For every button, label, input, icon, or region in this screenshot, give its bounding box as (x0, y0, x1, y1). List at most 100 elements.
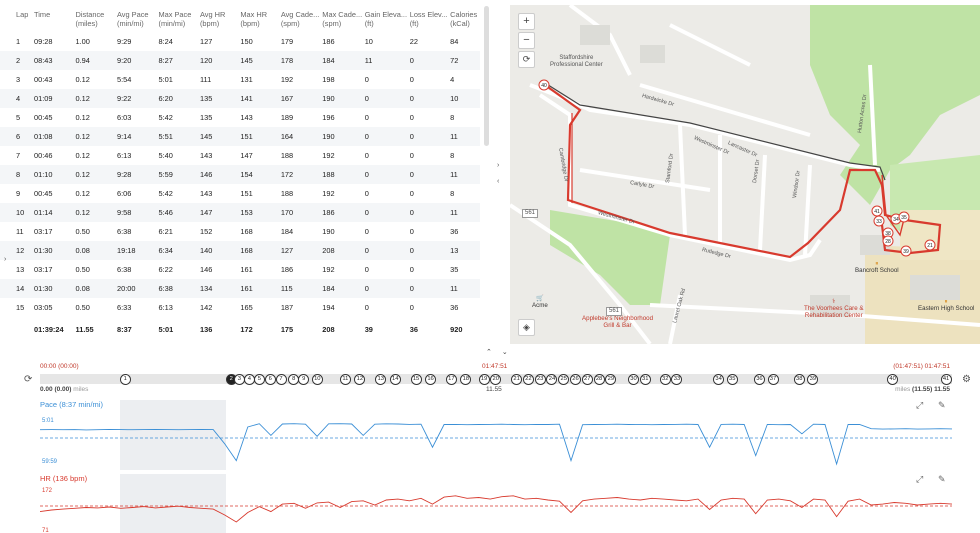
hr-chart[interactable] (40, 474, 952, 533)
expand-icon[interactable]: ⤢ (916, 474, 924, 484)
timeline-lap-marker[interactable]: 18 (460, 374, 472, 385)
lap-cell: 84 (450, 37, 459, 46)
timeline-lap-marker[interactable]: 30 (627, 374, 639, 385)
map-lap-marker[interactable]: 28 (882, 235, 894, 247)
timeline-lap-marker[interactable]: 17 (445, 374, 457, 385)
lap-cell: 6:33 (117, 303, 132, 312)
timeline-lap-marker[interactable]: 38 (793, 374, 805, 385)
map-lap-marker[interactable]: 33 (873, 215, 885, 227)
laps-col-header[interactable]: Max Pace (min/mi) (158, 10, 192, 28)
chevron-down-icon[interactable]: ⌄ (501, 349, 518, 356)
pace-chart[interactable] (40, 400, 952, 470)
timeline-lap-marker[interactable]: 36 (753, 374, 765, 385)
timeline-lap-marker[interactable]: 23 (534, 374, 546, 385)
lap-cell: 9 (16, 189, 21, 198)
selection-range[interactable] (120, 400, 226, 470)
edit-icon[interactable]: ✎ (938, 400, 946, 410)
timeline-lap-marker[interactable]: 12 (354, 374, 366, 385)
lap-row[interactable]: 9 00:45 0.12 6:06 5:42 143 151 188 192 0 0 8 (0, 184, 480, 203)
zoom-out-button[interactable]: − (518, 32, 535, 49)
laps-col-header[interactable]: Calories (kCal) (450, 10, 478, 28)
laps-col-header[interactable]: Lap (16, 10, 29, 19)
lap-row[interactable]: 4 01:09 0.12 9:22 6:20 135 141 167 190 0 0 10 (0, 89, 480, 108)
laps-col-header[interactable]: Avg HR (bpm) (199, 10, 226, 28)
reset-view-button[interactable]: ⟳ (518, 51, 535, 68)
timeline-lap-marker[interactable]: 7 (275, 374, 287, 385)
timeline-lap-marker[interactable]: 13 (375, 374, 387, 385)
laps-col-header[interactable]: Loss Elev... (ft) (409, 10, 448, 28)
layers-button[interactable]: ◈ (518, 319, 535, 336)
timeline-lap-marker[interactable]: 19 (478, 374, 490, 385)
timeline-lap-marker[interactable]: 39 (807, 374, 819, 385)
lap-cell: 9:58 (117, 203, 159, 222)
timeline-lap-marker[interactable]: 11 (339, 374, 351, 385)
lap-row[interactable]: 13 03:17 0.50 6:38 6:22 146 161 186 192 0 0 35 (0, 260, 480, 279)
lap-row[interactable]: 14 01:30 0.08 20:00 6:38 134 161 115 184 0 0 11 (0, 279, 480, 298)
expand-right-arrow-icon[interactable]: › (497, 162, 500, 169)
laps-col-header[interactable]: Max HR (bpm) (240, 10, 268, 28)
chevron-up-icon[interactable]: ⌃ (486, 349, 502, 356)
timeline-lap-marker[interactable]: 41 (940, 374, 952, 385)
lap-row[interactable]: 2 08:43 0.94 9:20 8:27 120 145 178 184 11 0 72 (0, 51, 480, 70)
timeline-lap-marker[interactable]: 32 (659, 374, 671, 385)
lap-row[interactable]: 15 03:05 0.50 6:33 6:13 142 165 187 194 0 0 36 (0, 298, 480, 317)
timeline-lap-marker[interactable]: 10 (311, 374, 323, 385)
map-lap-marker[interactable]: 41 (871, 205, 883, 217)
route-map[interactable]: 40 41 34 35 21 39 38 28 33 + − ⟳ ◈ Staffordshire… (510, 5, 980, 344)
zoom-in-button[interactable]: + (518, 13, 535, 30)
lap-row[interactable]: 12 01:30 0.08 19:18 6:34 140 168 127 208 0 0 13 (0, 241, 480, 260)
lap-row[interactable]: 3 00:43 0.12 5:54 5:01 111 131 192 198 0 0 4 (0, 70, 480, 89)
timeline-lap-marker[interactable]: 31 (639, 374, 651, 385)
laps-col-header[interactable]: Avg Cade... (spm) (280, 10, 320, 28)
laps-col-header[interactable]: Max Cade... (spm) (322, 10, 363, 28)
lap-row[interactable]: 5 00:45 0.12 6:03 5:42 135 143 189 196 0 0 8 (0, 108, 480, 127)
timeline-lap-marker[interactable]: 22 (522, 374, 534, 385)
timeline-lap-marker[interactable]: 33 (671, 374, 683, 385)
lap-row[interactable]: 6 01:08 0.12 9:14 5:51 145 151 164 190 0 0 11 (0, 127, 480, 146)
edit-icon[interactable]: ✎ (938, 474, 946, 484)
laps-col-header[interactable]: Avg Pace (min/mi) (117, 10, 149, 28)
lap-row[interactable]: 7 00:46 0.12 6:13 5:40 143 147 188 192 0 0 8 (0, 146, 480, 165)
collapse-toggle[interactable]: ⌃⌄ (486, 348, 518, 356)
timeline-lap-marker[interactable]: 25 (558, 374, 570, 385)
timeline-lap-marker[interactable]: 29 (605, 374, 617, 385)
lap-row[interactable]: 10 01:14 0.12 9:58 5:46 147 153 170 186 0 0 11 (0, 203, 480, 222)
timeline-lap-marker[interactable]: 24 (546, 374, 558, 385)
collapse-left-arrow-icon[interactable]: ‹ (497, 178, 500, 185)
timeline-lap-marker[interactable]: 16 (425, 374, 437, 385)
lap-row[interactable]: 8 01:10 0.12 9:28 5:59 146 154 172 188 0 0 11 (0, 165, 480, 184)
timeline-lap-marker[interactable]: 34 (713, 374, 725, 385)
timeline-lap-marker[interactable]: 15 (410, 374, 422, 385)
svg-text:41: 41 (874, 209, 880, 215)
timeline-lap-marker[interactable]: 20 (490, 374, 502, 385)
timeline-lap-marker[interactable]: 26 (570, 374, 581, 385)
laps-col-header[interactable]: Gain Eleva... (ft) (364, 10, 407, 28)
lap-cell: 0 (409, 265, 414, 274)
laps-col-header[interactable]: Time (34, 10, 51, 19)
expand-table-arrow-icon[interactable]: › (4, 256, 7, 263)
timeline-lap-marker[interactable]: 1 (119, 374, 131, 385)
map-lap-marker[interactable]: 40 (538, 79, 550, 91)
timeline-lap-marker[interactable]: 40 (887, 374, 899, 385)
timeline-scrubber[interactable]: ⟳ ⚙ 00:00 (00:00) 0.00 (0.00) miles 01:4… (0, 360, 980, 400)
timeline-lap-marker[interactable]: 9 (298, 374, 310, 385)
map-lap-marker[interactable]: 35 (898, 211, 910, 223)
laps-scrollbar[interactable] (484, 6, 489, 146)
map-lap-marker[interactable]: 39 (900, 245, 912, 257)
expand-icon[interactable]: ⤢ (916, 400, 924, 410)
timeline-lap-marker[interactable]: 5 (253, 374, 265, 385)
timeline-lap-marker[interactable]: 21 (511, 374, 523, 385)
laps-col-header[interactable]: Distance (miles) (75, 10, 105, 28)
lap-row[interactable]: 1 09:28 1.00 9:29 8:24 127 150 179 186 10 22 84 (0, 32, 480, 51)
timeline-lap-marker[interactable]: 35 (726, 374, 738, 385)
timeline-lap-marker[interactable]: 27 (581, 374, 593, 385)
refresh-icon[interactable]: ⟳ (24, 374, 33, 385)
gear-icon[interactable]: ⚙ (962, 374, 971, 385)
timeline-lap-marker[interactable]: 14 (389, 374, 401, 385)
timeline-lap-marker[interactable]: 6 (264, 374, 276, 385)
map-lap-marker[interactable]: 21 (924, 239, 936, 251)
timeline-lap-marker[interactable]: 28 (593, 374, 605, 385)
timeline-lap-marker[interactable]: 37 (767, 374, 779, 385)
selection-range-hr[interactable] (120, 474, 226, 533)
lap-row[interactable]: 11 03:17 0.50 6:38 6:21 152 168 184 190 0 0 36 (0, 222, 480, 241)
